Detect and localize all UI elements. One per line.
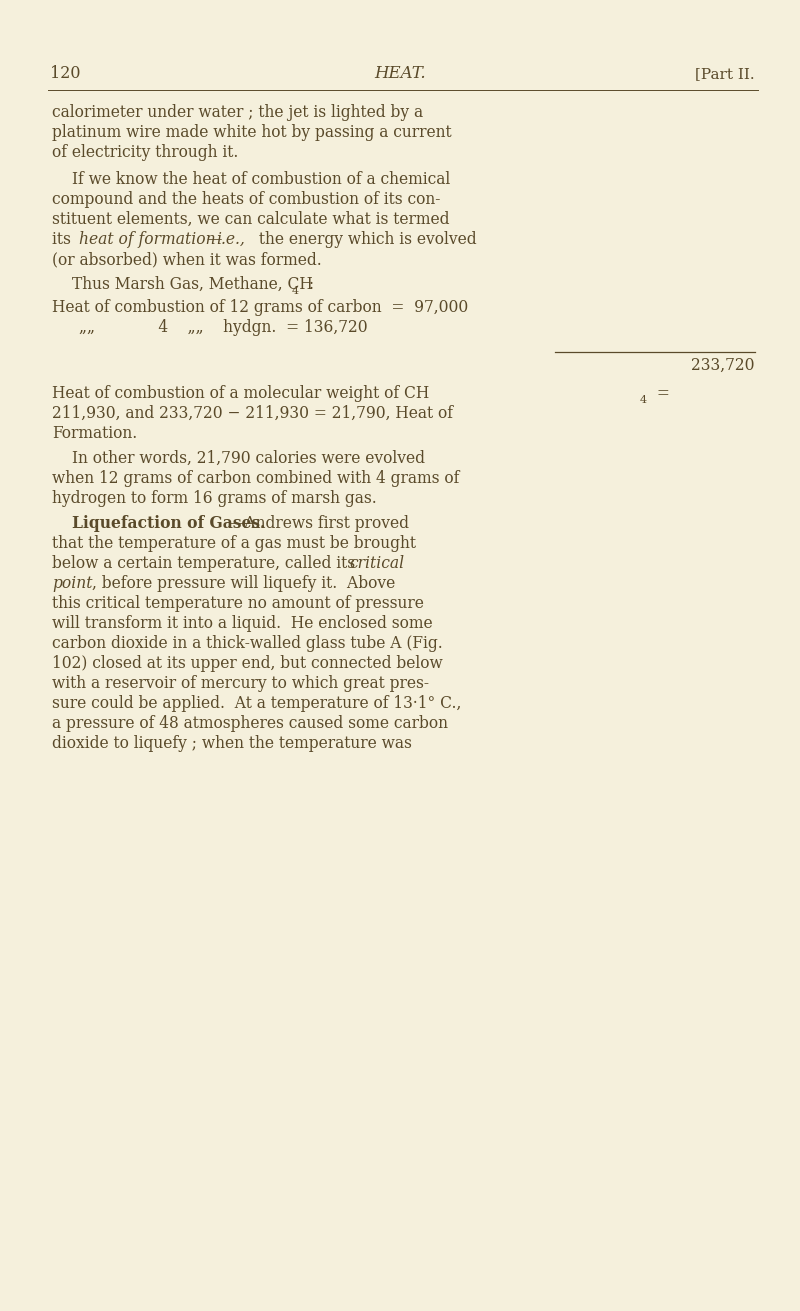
Text: 120: 120 bbox=[50, 66, 81, 83]
Text: 4: 4 bbox=[640, 395, 647, 405]
Text: —: — bbox=[206, 231, 222, 248]
Text: that the temperature of a gas must be brought: that the temperature of a gas must be br… bbox=[52, 535, 416, 552]
Text: Formation.: Formation. bbox=[52, 425, 138, 442]
Text: Liquefaction of Gases.: Liquefaction of Gases. bbox=[72, 515, 266, 532]
Text: sure could be applied.  At a temperature of 13·1° C.,: sure could be applied. At a temperature … bbox=[52, 695, 462, 712]
Text: Heat of combustion of a molecular weight of CH: Heat of combustion of a molecular weight… bbox=[52, 385, 430, 402]
Text: In other words, 21,790 calories were evolved: In other words, 21,790 calories were evo… bbox=[72, 450, 425, 467]
Text: stituent elements, we can calculate what is termed: stituent elements, we can calculate what… bbox=[52, 211, 450, 228]
Text: its: its bbox=[52, 231, 76, 248]
Text: carbon dioxide in a thick-walled glass tube A (Fig.: carbon dioxide in a thick-walled glass t… bbox=[52, 635, 442, 652]
Text: HEAT.: HEAT. bbox=[374, 66, 426, 83]
Text: of electricity through it.: of electricity through it. bbox=[52, 144, 238, 161]
Text: the energy which is evolved: the energy which is evolved bbox=[254, 231, 477, 248]
Text: [Part II.: [Part II. bbox=[695, 67, 755, 81]
Text: , before pressure will liquefy it.  Above: , before pressure will liquefy it. Above bbox=[92, 576, 395, 593]
Text: 233,720: 233,720 bbox=[691, 357, 755, 374]
Text: dioxide to liquefy ; when the temperature was: dioxide to liquefy ; when the temperatur… bbox=[52, 735, 412, 753]
Text: 102) closed at its upper end, but connected below: 102) closed at its upper end, but connec… bbox=[52, 656, 442, 673]
Text: critical: critical bbox=[349, 555, 404, 572]
Text: below a certain temperature, called its: below a certain temperature, called its bbox=[52, 555, 360, 572]
Text: this critical temperature no amount of pressure: this critical temperature no amount of p… bbox=[52, 595, 424, 612]
Text: :: : bbox=[304, 277, 314, 292]
Text: (or absorbed) when it was formed.: (or absorbed) when it was formed. bbox=[52, 250, 322, 267]
Text: calorimeter under water ; the jet is lighted by a: calorimeter under water ; the jet is lig… bbox=[52, 104, 423, 121]
Text: heat of formation: heat of formation bbox=[79, 231, 216, 248]
Text: will transform it into a liquid.  He enclosed some: will transform it into a liquid. He encl… bbox=[52, 615, 433, 632]
Text: If we know the heat of combustion of a chemical: If we know the heat of combustion of a c… bbox=[72, 170, 450, 187]
Text: i.e.,: i.e., bbox=[216, 231, 245, 248]
Text: when 12 grams of carbon combined with 4 grams of: when 12 grams of carbon combined with 4 … bbox=[52, 471, 459, 486]
Text: 4: 4 bbox=[292, 286, 299, 296]
Text: Thus Marsh Gas, Methane, CH: Thus Marsh Gas, Methane, CH bbox=[72, 277, 313, 292]
Text: „„             4    „„    hydgn.  = 136,720: „„ 4 „„ hydgn. = 136,720 bbox=[79, 319, 368, 336]
Text: with a reservoir of mercury to which great pres-: with a reservoir of mercury to which gre… bbox=[52, 675, 429, 692]
Text: hydrogen to form 16 grams of marsh gas.: hydrogen to form 16 grams of marsh gas. bbox=[52, 490, 377, 507]
Text: 211,930, and 233,720 − 211,930 = 21,790, Heat of: 211,930, and 233,720 − 211,930 = 21,790,… bbox=[52, 405, 453, 422]
Text: =: = bbox=[652, 385, 670, 402]
Text: a pressure of 48 atmospheres caused some carbon: a pressure of 48 atmospheres caused some… bbox=[52, 714, 448, 732]
Text: compound and the heats of combustion of its con-: compound and the heats of combustion of … bbox=[52, 191, 440, 208]
Text: —Andrews first proved: —Andrews first proved bbox=[229, 515, 409, 532]
Text: Heat of combustion of 12 grams of carbon  =  97,000: Heat of combustion of 12 grams of carbon… bbox=[52, 299, 468, 316]
Text: point: point bbox=[52, 576, 93, 593]
Text: platinum wire made white hot by passing a current: platinum wire made white hot by passing … bbox=[52, 125, 452, 142]
